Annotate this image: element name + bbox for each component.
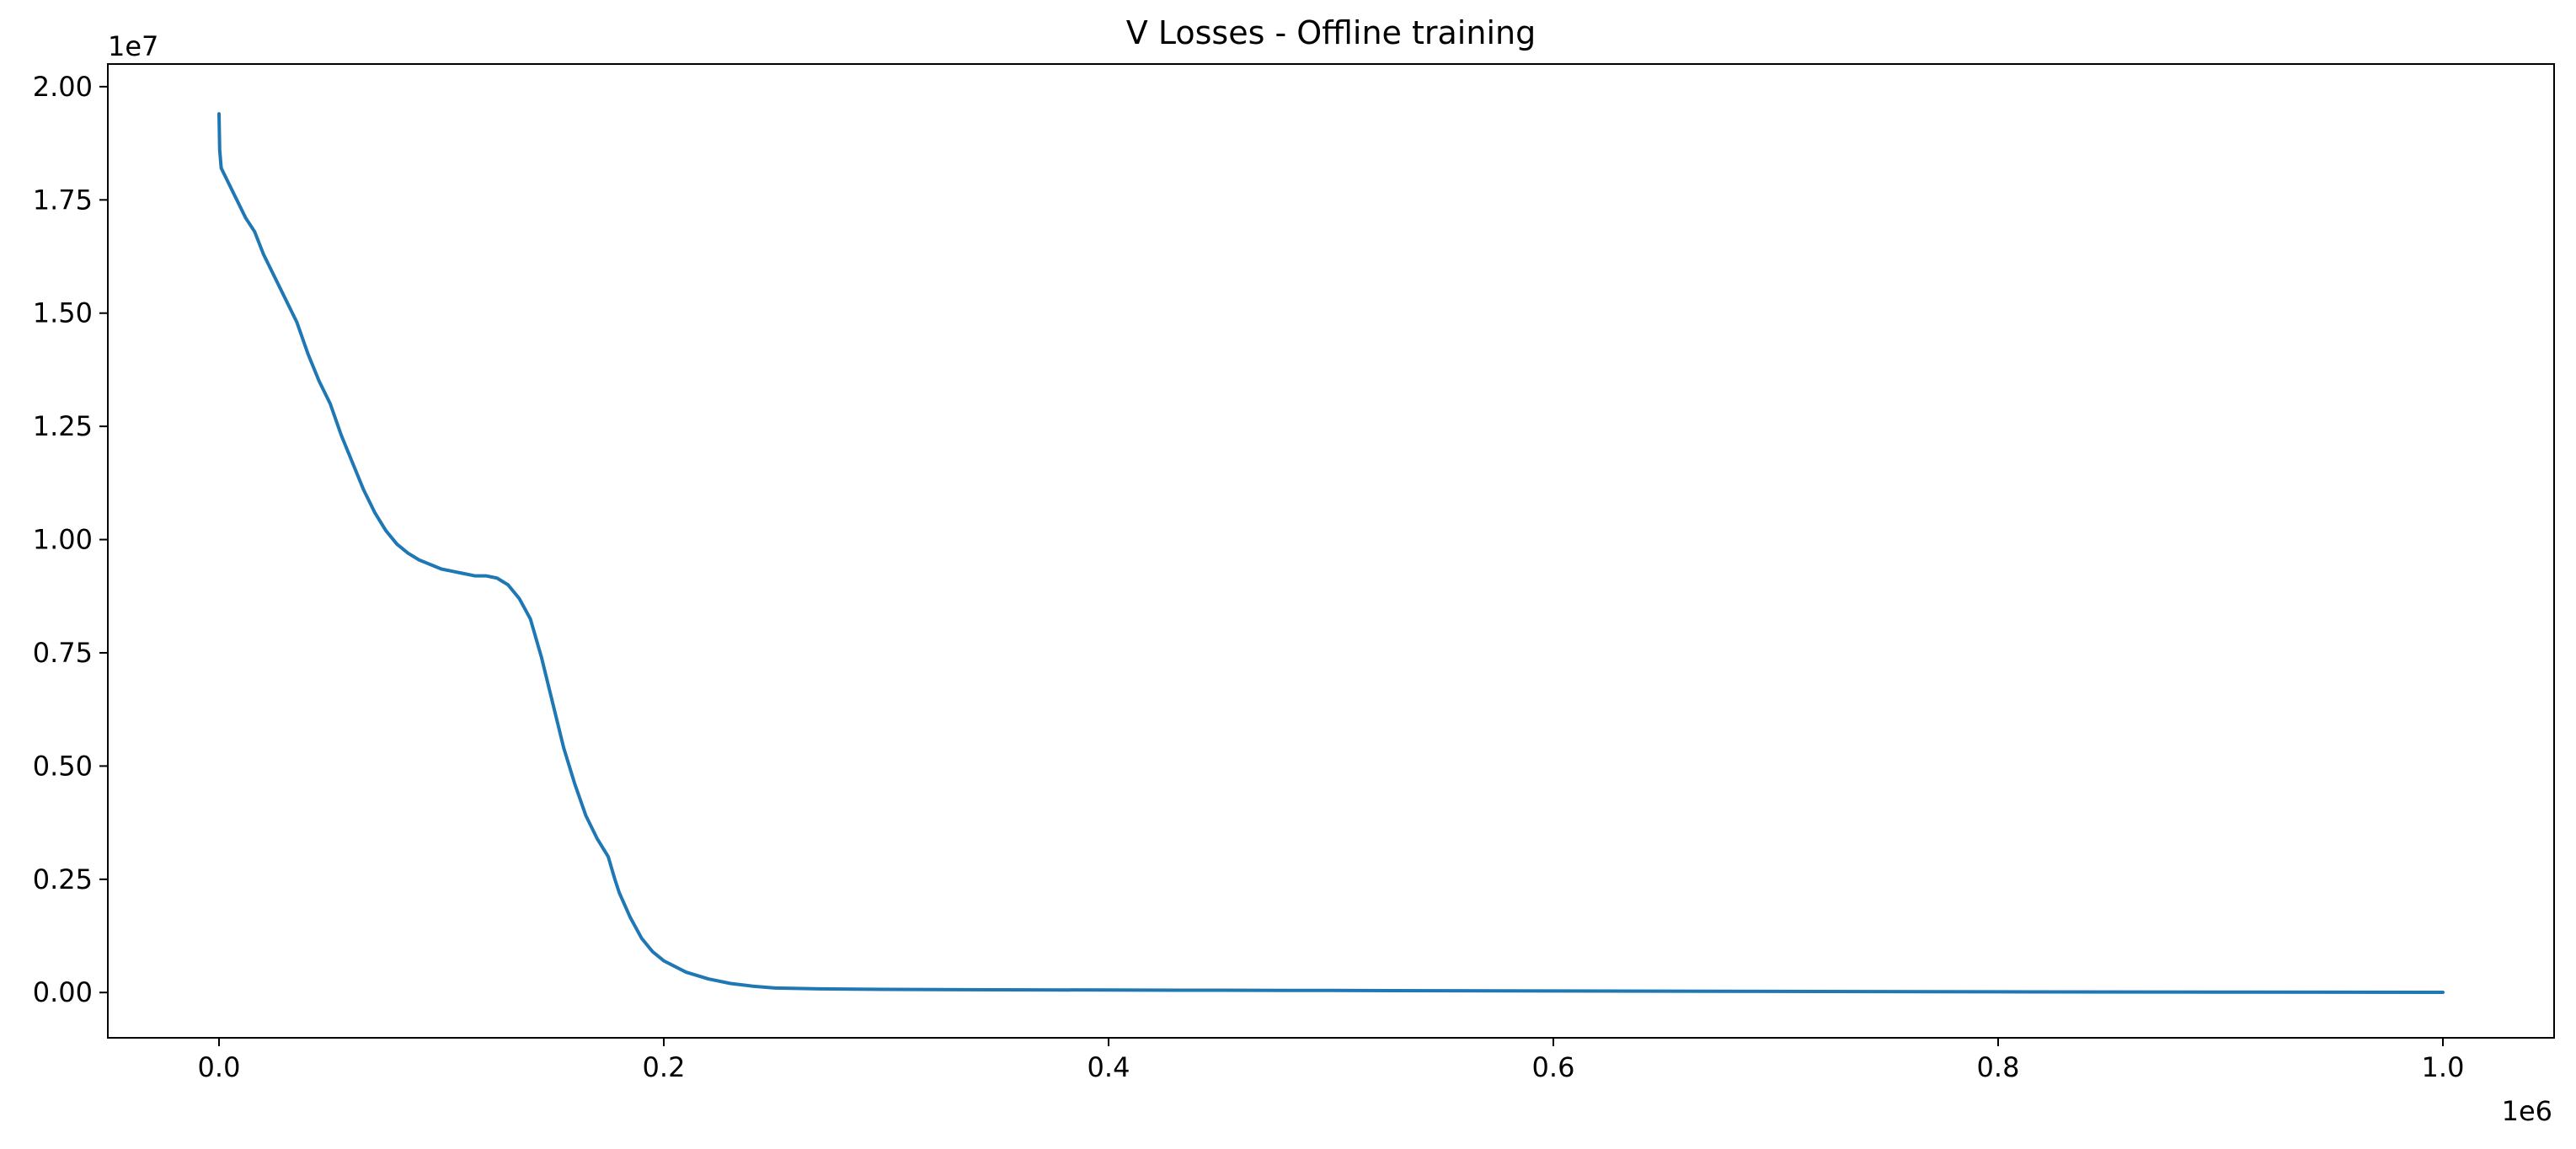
plot-frame (107, 63, 2555, 1039)
y-axis-offset-label: 1e7 (108, 30, 158, 62)
y-tick-label: 0.75 (33, 637, 93, 669)
chart-title: V Losses - Offline training (1126, 14, 1536, 51)
y-tick-label: 0.25 (33, 863, 93, 895)
x-tick-label: 1.0 (2422, 1051, 2465, 1083)
x-tick-label: 0.4 (1088, 1051, 1130, 1083)
loss-series-line (217, 112, 2445, 994)
x-tick-label: 0.0 (198, 1051, 241, 1083)
y-tick-label: 0.00 (33, 976, 93, 1008)
x-tick-label: 0.8 (1977, 1051, 2020, 1083)
x-axis-offset-label: 1e6 (2502, 1095, 2552, 1127)
x-tick-label: 0.6 (1532, 1051, 1575, 1083)
axis-ticks: 0.0 0.2 0.4 0.6 0.8 1.0 0.00 0.25 0.50 0.75 1.00 1.… (33, 71, 2465, 1083)
x-tick-label: 0.2 (643, 1051, 686, 1083)
y-tick-label: 1.25 (33, 410, 93, 442)
y-tick-label: 1.50 (33, 297, 93, 329)
series-layer (217, 112, 2445, 994)
y-tick-label: 2.00 (33, 71, 93, 103)
y-tick-label: 1.75 (33, 184, 93, 216)
y-tick-label: 0.50 (33, 750, 93, 782)
y-tick-label: 1.00 (33, 524, 93, 556)
